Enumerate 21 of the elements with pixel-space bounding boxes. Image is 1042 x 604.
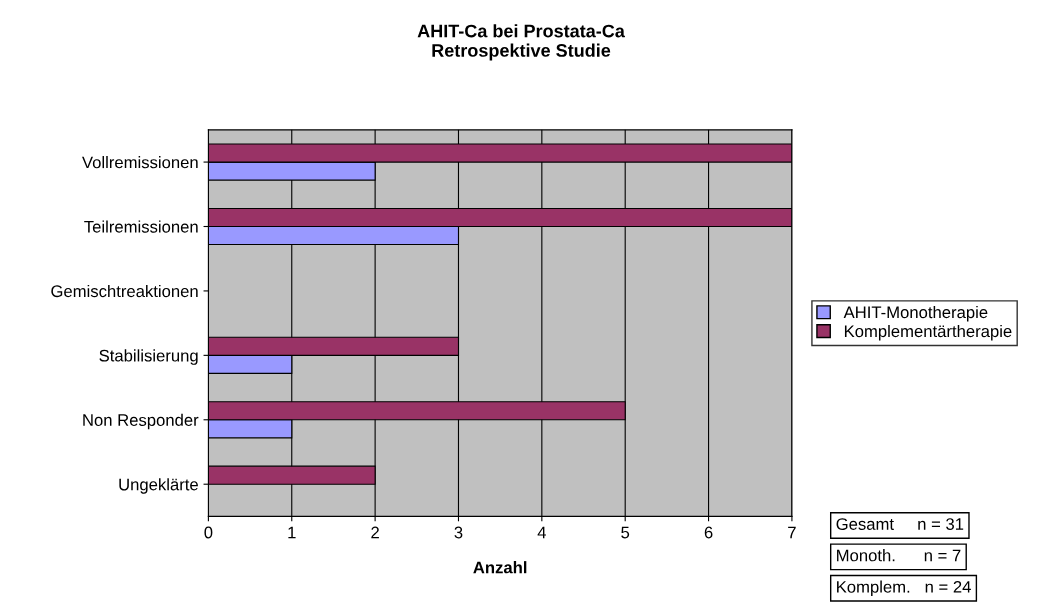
- x-tick-label: 1: [288, 526, 296, 539]
- x-tick-label: 0: [204, 526, 213, 539]
- x-tick-label: 5: [621, 526, 630, 539]
- x-tick-label: 3: [454, 526, 463, 539]
- y-tick-label: Vollremissionen: [82, 156, 198, 169]
- y-tick-label: Gemischtreaktionen: [51, 284, 198, 298]
- x-tick-label: 7: [788, 526, 796, 539]
- y-tick-label: Ungeklärte: [119, 478, 198, 494]
- text: Gesamt n = 31: [836, 518, 964, 530]
- x-axis-title: Anzahl: [473, 561, 527, 574]
- x-tick-label: 6: [704, 526, 713, 539]
- x-tick-label: 4: [537, 526, 546, 539]
- legend-label: Komplementärtherapie: [844, 324, 1012, 341]
- y-tick-label: Teilremissionen: [84, 220, 198, 233]
- text: Monoth. n = 7: [837, 549, 961, 562]
- x-tick-label: 2: [371, 526, 379, 539]
- text: Komplem. n = 24: [837, 580, 971, 597]
- y-tick-label: Stabilisierung: [99, 349, 198, 365]
- chart-title: AHIT-Ca bei Prostata-Ca Retrospektive Studie: [417, 24, 625, 61]
- y-tick-label: Non Responder: [83, 413, 199, 430]
- legend-label: AHIT-Monotherapie: [843, 305, 988, 322]
